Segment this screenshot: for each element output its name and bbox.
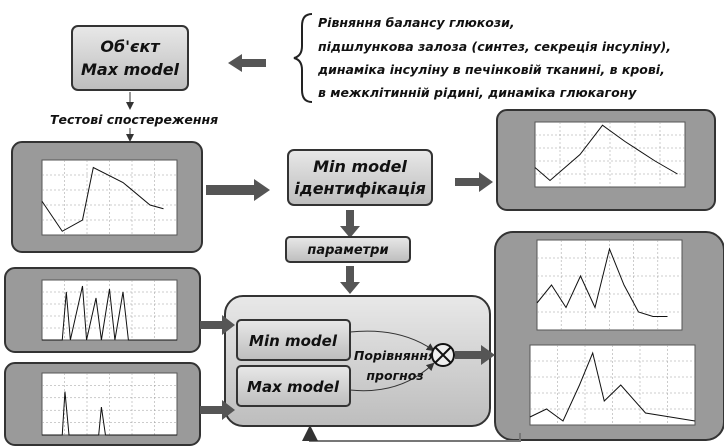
chart-curve — [41, 166, 164, 232]
identification-box: Min model ідентифікація — [287, 149, 433, 206]
chart-curve — [534, 124, 678, 182]
desc-line: Рівняння балансу глюкози, — [318, 15, 515, 30]
arrow — [200, 400, 235, 420]
object-box: Об'єкт Max model — [71, 25, 189, 91]
chart-thumbnails — [4, 109, 724, 446]
arrow — [340, 266, 360, 294]
desc-line: підшлункова залоза (синтез, секреція інс… — [318, 39, 671, 54]
chart-curve — [536, 247, 668, 317]
arrow — [206, 179, 270, 201]
ident-line2: ідентифікація — [294, 179, 425, 198]
desc-line: в межклітинній рідині, динаміка глюкагон… — [318, 85, 637, 100]
feedback-arrow — [302, 425, 521, 442]
ident-line1: Min model — [313, 157, 407, 176]
arrow — [455, 345, 495, 365]
object-line1: Об'єкт — [100, 37, 161, 56]
desc-line: динаміка інсуліну в печінковій тканині, … — [317, 62, 665, 77]
parameters: параметри — [307, 243, 388, 258]
chart-curve — [42, 285, 177, 341]
chart-curve — [42, 391, 177, 436]
chart-grid — [535, 122, 685, 187]
chart-curve — [529, 351, 696, 422]
comparison-line1: Порівняння — [354, 348, 436, 363]
observations: Тестові спостереження — [50, 112, 218, 127]
chart-grid — [42, 160, 177, 235]
brace — [293, 13, 313, 103]
chart-grid — [42, 373, 177, 435]
chart-grid — [42, 280, 177, 340]
parameters-box — [285, 236, 411, 263]
max-model: Max model — [247, 378, 340, 396]
description: Рівняння балансу глюкози, підшлункова за… — [317, 15, 671, 100]
arrow — [228, 54, 266, 72]
object-line2: Max model — [81, 60, 180, 79]
comparison-box: Min model Max model Порівняння прогноз — [224, 295, 491, 427]
arrow — [455, 172, 493, 192]
arrow — [200, 315, 235, 335]
min-model: Min model — [249, 332, 338, 350]
comparison-line2: прогноз — [366, 368, 423, 383]
arrow — [340, 210, 360, 238]
chart-grid — [530, 345, 695, 425]
chart-grid — [537, 240, 682, 330]
